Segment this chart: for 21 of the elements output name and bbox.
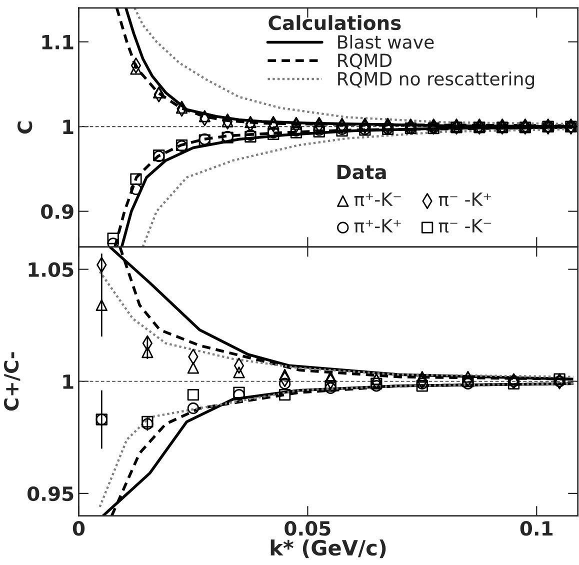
legend-label: π⁺-K⁻ xyxy=(354,192,401,206)
y-tick-label: 1 xyxy=(63,374,74,389)
legend-label: π⁻ -K⁻ xyxy=(438,219,491,233)
y-tick-label: 1.05 xyxy=(28,262,74,277)
y-tick-label: 1 xyxy=(63,120,74,134)
legend-label: π⁻ -K⁺ xyxy=(438,192,491,206)
legend-title: Calculations xyxy=(268,15,401,30)
annotation: Data xyxy=(337,164,386,180)
y-tick-label: 1.1 xyxy=(42,35,74,50)
y-tick-label: 0.9 xyxy=(41,204,74,219)
x-tick-label: 0 xyxy=(72,521,85,536)
legend-label: Blast wave xyxy=(338,34,434,49)
y-axis-title: C xyxy=(17,122,32,134)
legend-label: RQMD xyxy=(338,54,392,70)
legend-label: π⁺-K⁺ xyxy=(354,219,401,233)
y-tick-label: 0.95 xyxy=(28,486,74,502)
x-axis-title: k* (GeV/c) xyxy=(270,540,386,558)
legend-label: RQMD no rescattering xyxy=(338,72,534,90)
x-tick-label: 0.1 xyxy=(520,521,553,536)
y-axis-title: C+/C- xyxy=(4,352,20,411)
x-tick-label: 0.05 xyxy=(284,521,330,536)
